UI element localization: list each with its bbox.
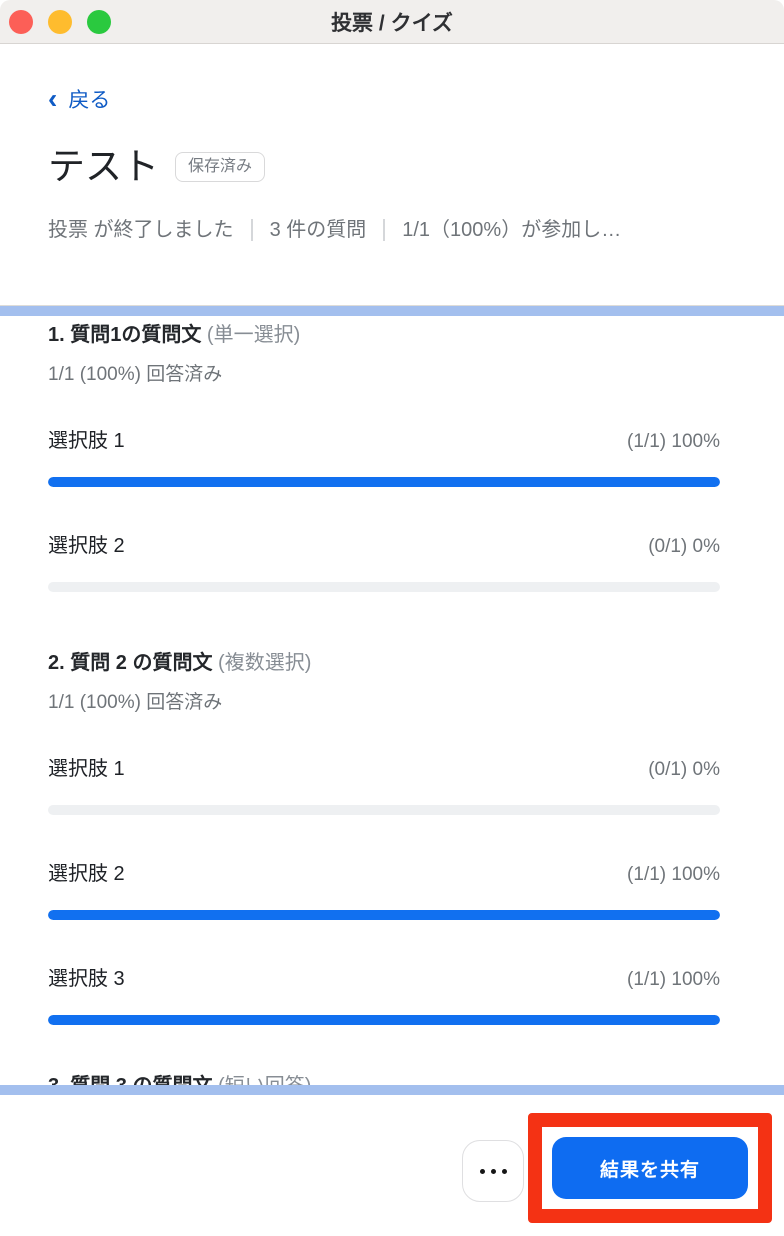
poll-meta-row: 投票 が終了しました 3 件の質問 1/1（100%）が参加し…: [48, 217, 736, 243]
option-stat: (0/1) 0%: [648, 759, 720, 780]
poll-option: 選択肢 2 (0/1) 0%: [48, 533, 720, 592]
minimize-window-button[interactable]: [48, 10, 72, 34]
poll-title: テスト: [48, 146, 159, 187]
result-bar-track: [48, 582, 720, 592]
annotation-highlight-box: 結果を共有: [528, 1113, 772, 1223]
question-answered-text: 1/1 (100%) 回答済み: [48, 364, 223, 385]
traffic-lights: [9, 10, 111, 34]
option-label: 選択肢 3: [48, 968, 125, 990]
question-answered-text: 1/1 (100%) 回答済み: [48, 692, 223, 713]
question-title-text: 1. 質問1の質問文: [48, 324, 202, 346]
question-title: 2. 質問 2 の質問文 (複数選択): [48, 650, 720, 676]
ellipsis-icon: [501, 1168, 507, 1174]
meta-divider: [250, 219, 253, 241]
result-bar-track: [48, 1015, 720, 1025]
share-results-button[interactable]: 結果を共有: [552, 1137, 748, 1199]
zoom-window-button[interactable]: [87, 10, 111, 34]
poll-option: 選択肢 1 (1/1) 100%: [48, 428, 720, 487]
question-type-label: (複数選択): [218, 652, 312, 674]
poll-status-text: 投票 が終了しました: [48, 219, 234, 241]
poll-option: 選択肢 2 (1/1) 100%: [48, 861, 720, 920]
result-bar-track: [48, 910, 720, 920]
option-stat: (1/1) 100%: [627, 864, 720, 885]
result-bar-track: [48, 805, 720, 815]
window-titlebar: 投票 / クイズ: [0, 0, 784, 44]
saved-status-badge: 保存済み: [175, 152, 266, 182]
poll-header: ‹ 戻る テスト 保存済み 投票 が終了しました 3 件の質問 1/1（100%…: [0, 44, 784, 243]
poll-option: 選択肢 3 (1/1) 100%: [48, 966, 720, 1025]
result-bar-fill: [48, 477, 720, 487]
option-label: 選択肢 1: [48, 758, 125, 780]
poll-option: 選択肢 1 (0/1) 0%: [48, 756, 720, 815]
chevron-left-icon: ‹: [48, 83, 58, 114]
question-block-2: 2. 質問 2 の質問文 (複数選択) 1/1 (100%) 回答済み 選択肢 …: [48, 650, 720, 1025]
more-options-button[interactable]: [462, 1140, 524, 1202]
option-label: 選択肢 2: [48, 863, 125, 885]
result-bar-track: [48, 477, 720, 487]
ellipsis-icon: [479, 1168, 485, 1174]
back-label: 戻る: [68, 89, 111, 112]
question-block-1: 1. 質問1の質問文 (単一選択) 1/1 (100%) 回答済み 選択肢 1 …: [48, 322, 720, 592]
question-title: 1. 質問1の質問文 (単一選択): [48, 322, 720, 348]
option-stat: (1/1) 100%: [627, 969, 720, 990]
option-label: 選択肢 2: [48, 535, 125, 557]
window-title: 投票 / クイズ: [331, 11, 453, 35]
section-divider-top: [0, 306, 784, 316]
footer-action-bar: 結果を共有: [0, 1095, 784, 1236]
close-window-button[interactable]: [9, 10, 33, 34]
poll-title-row: テスト 保存済み: [48, 145, 736, 189]
option-label: 選択肢 1: [48, 430, 125, 452]
question-block-3: 3. 質問 3 の質問文 (短い回答): [48, 1073, 720, 1085]
participation-text: 1/1（100%）が参加し…: [402, 219, 622, 241]
question-count-text: 3 件の質問: [269, 219, 367, 241]
meta-divider: [383, 219, 386, 241]
ellipsis-icon: [490, 1168, 496, 1174]
question-title-text: 2. 質問 2 の質問文: [48, 652, 213, 674]
option-stat: (1/1) 100%: [627, 431, 720, 452]
question-title-text: 3. 質問 3 の質問文: [48, 1075, 212, 1085]
question-title: 3. 質問 3 の質問文 (短い回答): [48, 1073, 720, 1085]
question-type-label: (短い回答): [218, 1075, 311, 1085]
result-bar-fill: [48, 910, 720, 920]
question-type-label: (単一選択): [206, 324, 301, 346]
option-stat: (0/1) 0%: [648, 536, 720, 557]
result-bar-fill: [48, 1015, 720, 1025]
section-divider-bottom: [0, 1085, 784, 1095]
back-button[interactable]: ‹ 戻る: [48, 83, 111, 114]
results-scroll-area[interactable]: 1. 質問1の質問文 (単一選択) 1/1 (100%) 回答済み 選択肢 1 …: [0, 316, 784, 1085]
